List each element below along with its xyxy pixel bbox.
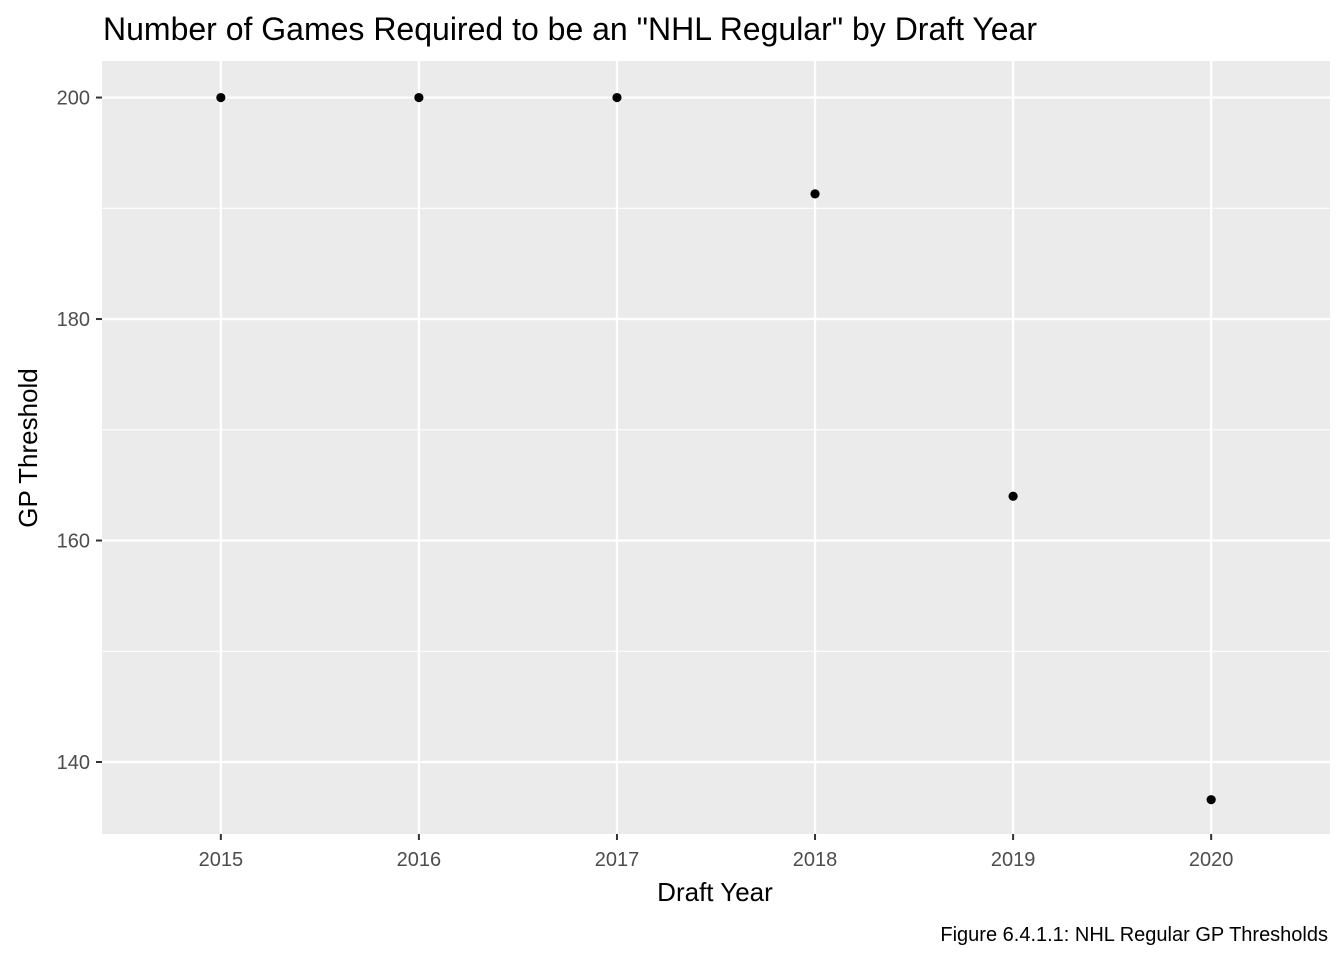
x-axis: 2015 2016 2017 2018 2019 2020 (199, 834, 1234, 871)
data-points (216, 92, 1216, 805)
y-tick-label: 140 (57, 752, 90, 774)
x-tick-label: 2017 (595, 849, 640, 871)
plot-panel (102, 61, 1330, 834)
y-tick-label: 200 (57, 88, 90, 110)
figure-caption: Figure 6.4.1.1: NHL Regular GP Threshold… (940, 924, 1328, 946)
chart-title: Number of Games Required to be an "NHL R… (103, 11, 1037, 47)
minor-gridlines (102, 207, 1330, 652)
data-point (1008, 491, 1018, 501)
y-axis-title: GP Threshold (13, 368, 43, 527)
data-point (216, 92, 226, 103)
x-tick-label: 2016 (397, 849, 442, 871)
x-axis-title: Draft Year (657, 877, 773, 907)
x-tick-label: 2019 (991, 849, 1036, 871)
y-tick-label: 160 (57, 531, 90, 553)
data-point (1206, 795, 1216, 805)
major-gridlines (102, 61, 1330, 834)
x-tick-label: 2015 (199, 849, 244, 871)
data-point (414, 92, 424, 103)
data-point (612, 92, 622, 103)
x-tick-label: 2018 (793, 849, 838, 871)
data-point (810, 189, 820, 199)
x-tick-label: 2020 (1189, 849, 1234, 871)
y-axis: 140 160 180 200 (57, 88, 102, 774)
y-tick-label: 180 (57, 309, 90, 331)
